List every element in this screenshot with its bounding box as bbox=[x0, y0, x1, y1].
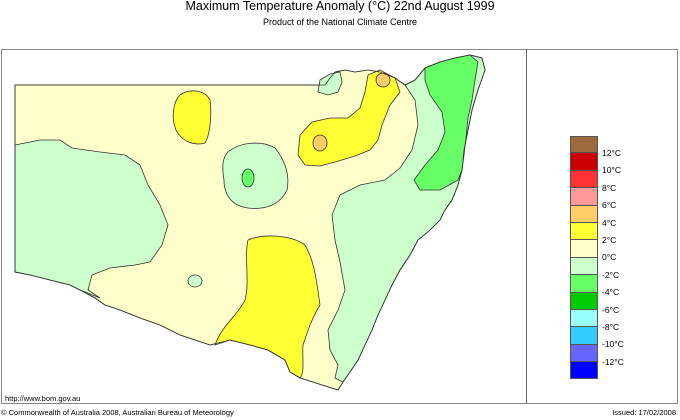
map-subtitle: Product of the National Climate Centre bbox=[262, 17, 418, 27]
legend-label: 0°C bbox=[602, 252, 617, 262]
legend-label: -2°C bbox=[602, 270, 620, 280]
zone-neg2-central bbox=[222, 142, 289, 209]
source-url[interactable]: http://www.bom.gov.au bbox=[5, 394, 81, 403]
legend-swatch bbox=[570, 362, 598, 380]
zone-neg2-top bbox=[317, 71, 343, 96]
legend-swatch bbox=[570, 188, 598, 206]
legend-label: 10°C bbox=[602, 165, 621, 175]
legend-label: -12°C bbox=[602, 357, 624, 367]
legend-label: -8°C bbox=[602, 322, 620, 332]
map-frame bbox=[1, 49, 678, 404]
legend-label: 4°C bbox=[602, 218, 617, 228]
legend-label: -4°C bbox=[602, 287, 620, 297]
copyright-text: © Commonwealth of Australia 2008, Austra… bbox=[1, 408, 234, 417]
zone-pos2-north bbox=[172, 90, 212, 145]
legend-label: -6°C bbox=[602, 305, 620, 315]
legend-swatch bbox=[570, 344, 598, 363]
zone-pos4-b bbox=[312, 134, 328, 152]
legend-swatch bbox=[570, 136, 598, 154]
map-title: Maximum Temperature Anomaly (°C) 22nd Au… bbox=[185, 0, 495, 13]
zone-neg2-small bbox=[187, 274, 203, 288]
zone-neg4-central bbox=[241, 168, 255, 188]
legend-label: 6°C bbox=[602, 200, 617, 210]
legend-swatch bbox=[570, 292, 598, 310]
legend-divider bbox=[526, 49, 527, 404]
zone-neg4-east bbox=[413, 54, 479, 191]
legend-swatch bbox=[570, 240, 598, 258]
legend-swatch bbox=[570, 327, 598, 345]
legend-label: 2°C bbox=[602, 235, 617, 245]
legend-swatch bbox=[570, 257, 598, 276]
color-legend bbox=[570, 136, 598, 380]
legend-swatch bbox=[570, 153, 598, 171]
legend-swatch bbox=[570, 222, 598, 241]
issued-date: Issued: 17/02/2008 bbox=[612, 408, 676, 417]
legend-label: 8°C bbox=[602, 183, 617, 193]
legend-swatch bbox=[570, 275, 598, 293]
legend-swatch bbox=[570, 205, 598, 223]
legend-swatch bbox=[570, 309, 598, 328]
legend-label: -10°C bbox=[602, 339, 624, 349]
legend-swatch bbox=[570, 170, 598, 189]
legend-label: 12°C bbox=[602, 148, 621, 158]
state-border bbox=[14, 54, 486, 391]
